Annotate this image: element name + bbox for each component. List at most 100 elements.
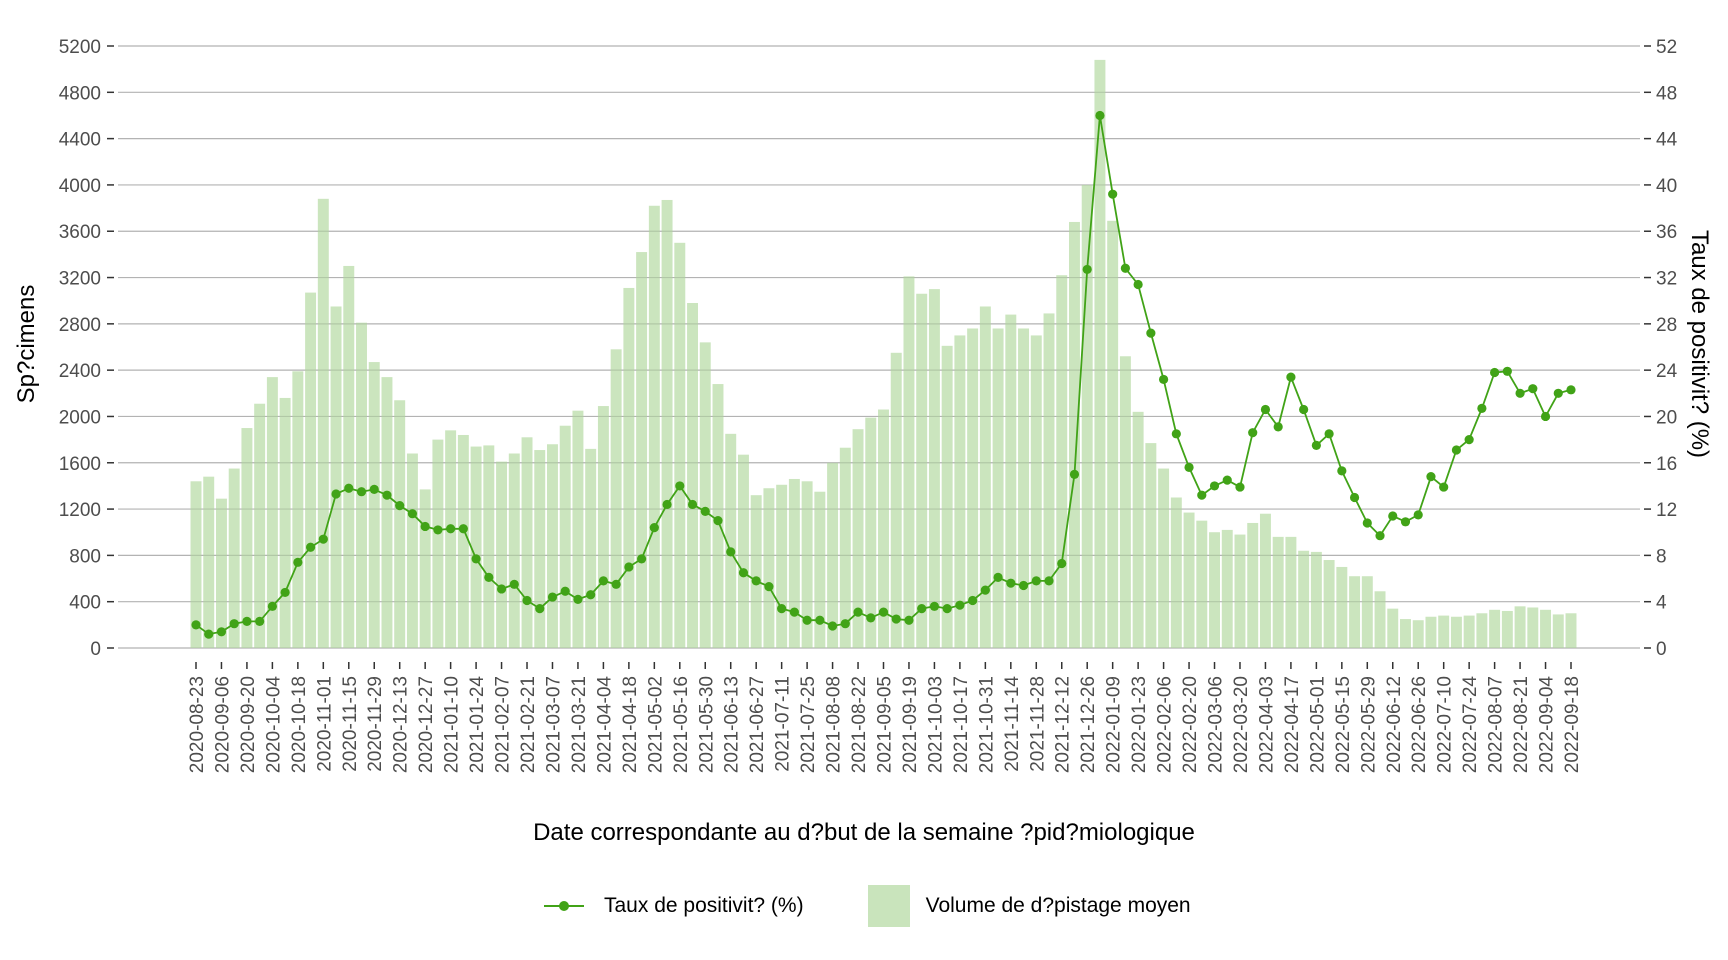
bar — [1489, 609, 1501, 648]
bar — [712, 384, 724, 648]
bar — [1259, 513, 1271, 648]
positivity-point — [407, 509, 418, 519]
positivity-point — [1184, 462, 1194, 472]
positivity-point — [904, 615, 914, 625]
positivity-point — [242, 616, 252, 626]
bar — [470, 446, 482, 648]
x-tick-label: 2021-07-25 — [798, 676, 819, 773]
bar — [1501, 610, 1513, 648]
x-tick-label: 2020-11-15 — [340, 676, 361, 772]
right-tick-label: 44 — [1656, 130, 1678, 151]
x-tick-label: 2022-09-18 — [1562, 676, 1583, 773]
left-tick-label: 5200 — [59, 37, 101, 58]
positivity-point — [1209, 481, 1220, 491]
left-tick-label: 800 — [69, 546, 101, 567]
positivity-point — [1464, 435, 1474, 445]
bar — [1565, 613, 1577, 648]
bar — [356, 322, 367, 648]
x-tick-label: 2022-08-21 — [1511, 676, 1532, 773]
positivity-point — [1248, 428, 1258, 438]
positivity-point — [637, 554, 647, 564]
x-tick-label: 2021-05-16 — [671, 676, 692, 773]
positivity-point — [1299, 404, 1309, 415]
x-tick-label: 2022-07-24 — [1460, 676, 1481, 774]
left-y-axis-title: Sp?cimens — [13, 285, 40, 404]
positivity-point — [1082, 264, 1092, 275]
positivity-point — [1375, 531, 1385, 541]
bar — [827, 462, 839, 648]
bar — [1247, 522, 1259, 648]
positivity-point — [331, 489, 341, 499]
bar — [508, 453, 520, 648]
right-tick-label: 12 — [1656, 500, 1677, 521]
bar — [1005, 314, 1017, 648]
x-tick-label: 2020-10-04 — [263, 676, 284, 774]
positivity-point — [509, 579, 519, 589]
bar — [254, 403, 266, 648]
positivity-point — [802, 615, 812, 625]
bar — [1196, 520, 1208, 648]
bar — [1310, 551, 1322, 648]
positivity-point — [1260, 404, 1271, 415]
x-tick-label: 2021-01-24 — [467, 676, 488, 774]
x-tick-label: 2021-01-10 — [442, 676, 463, 773]
bar — [814, 491, 826, 648]
bar — [292, 371, 304, 648]
positivity-point — [344, 483, 354, 493]
right-tick-label: 0 — [1656, 639, 1667, 660]
positivity-point — [1095, 110, 1105, 121]
bar — [878, 409, 889, 648]
positivity-point — [840, 619, 850, 629]
positivity-point — [1451, 445, 1462, 455]
bar — [1387, 608, 1399, 648]
bar — [648, 205, 660, 648]
x-tick-label: 2021-05-02 — [645, 676, 666, 773]
bar — [737, 454, 749, 648]
left-tick-label: 3200 — [59, 269, 101, 290]
positivity-point — [191, 620, 201, 630]
positivity-point — [1311, 440, 1321, 451]
bar — [1018, 328, 1030, 648]
positivity-point — [1006, 578, 1016, 588]
positivity-point — [1069, 469, 1080, 479]
positivity-point — [458, 524, 468, 534]
bar — [534, 450, 546, 648]
positivity-point — [1171, 429, 1181, 439]
x-tick-label: 2022-06-12 — [1384, 676, 1405, 773]
positivity-point — [280, 587, 290, 598]
bar — [215, 498, 227, 648]
positivity-point — [815, 615, 825, 625]
positivity-point — [560, 586, 570, 596]
bar — [241, 428, 253, 648]
bar — [750, 495, 762, 648]
positivity-point — [573, 594, 583, 604]
bar — [1094, 59, 1106, 648]
positivity-point — [598, 576, 609, 586]
x-tick-label: 2021-09-19 — [900, 676, 921, 773]
positivity-point — [369, 484, 379, 494]
bar — [432, 439, 444, 648]
bar — [865, 417, 877, 648]
x-tick-label: 2021-07-11 — [773, 676, 794, 772]
bar — [1043, 313, 1055, 648]
bar — [1081, 184, 1093, 648]
bar — [623, 287, 635, 648]
x-tick-label: 2020-09-20 — [238, 676, 259, 773]
x-tick-label: 2021-02-21 — [518, 676, 539, 773]
positivity-point — [968, 595, 978, 606]
bar — [1234, 534, 1246, 648]
legend-item-positivity: Taux de positivit? (%) — [540, 894, 804, 918]
positivity-point — [1158, 374, 1169, 385]
positivity-point — [293, 557, 303, 567]
right-tick-label: 28 — [1656, 315, 1677, 336]
bar — [1400, 619, 1411, 648]
bar — [916, 293, 928, 648]
positivity-point — [955, 600, 965, 610]
positivity-point — [1439, 482, 1449, 492]
positivity-point — [878, 607, 889, 617]
positivity-point — [751, 576, 761, 586]
bar — [559, 425, 571, 648]
x-tick-label: 2020-10-18 — [289, 676, 310, 773]
positivity-point — [649, 523, 659, 533]
x-tick-label: 2022-01-23 — [1129, 676, 1150, 773]
